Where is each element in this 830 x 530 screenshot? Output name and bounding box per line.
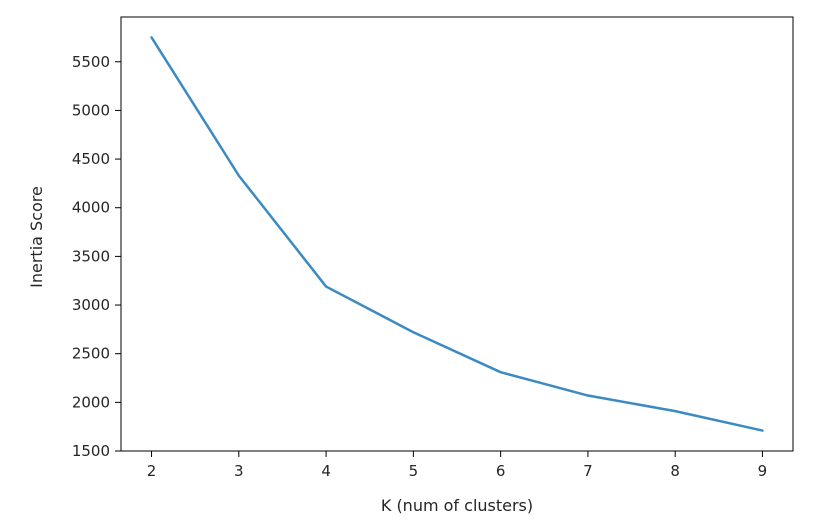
series-line [150, 36, 764, 432]
y-tick-label: 3000 [72, 296, 110, 314]
y-tick-label: 2000 [72, 393, 110, 411]
y-tick-label: 3500 [72, 247, 110, 265]
x-tick-label: 8 [670, 462, 680, 480]
plot-layer: 2 3 4 5 6 7 8 9 1500 2000 2500 3000 3500 4000 4500 5000… [72, 16, 794, 480]
x-tick-label: 6 [496, 462, 506, 480]
axis-ticks: 2 3 4 5 6 7 8 9 1500 2000 2500 3000 3500 4000 4500 5000… [72, 53, 767, 480]
y-tick-label: 1500 [72, 442, 110, 460]
y-tick-label: 5500 [72, 53, 110, 71]
x-tick-label: 3 [234, 462, 244, 480]
x-tick-label: 5 [409, 462, 419, 480]
y-tick-label: 4500 [72, 150, 110, 168]
x-tick-label: 9 [758, 462, 768, 480]
y-tick-label: 5000 [72, 101, 110, 119]
x-tick-label: 7 [583, 462, 593, 480]
x-tick-label: 4 [321, 462, 331, 480]
x-axis-label: K (num of clusters) [381, 496, 533, 515]
x-tick-label: 2 [147, 462, 157, 480]
y-axis-label: Inertia Score [27, 186, 46, 288]
y-tick-label: 2500 [72, 345, 110, 363]
y-tick-label: 4000 [72, 199, 110, 217]
plot-frame [120, 16, 794, 452]
